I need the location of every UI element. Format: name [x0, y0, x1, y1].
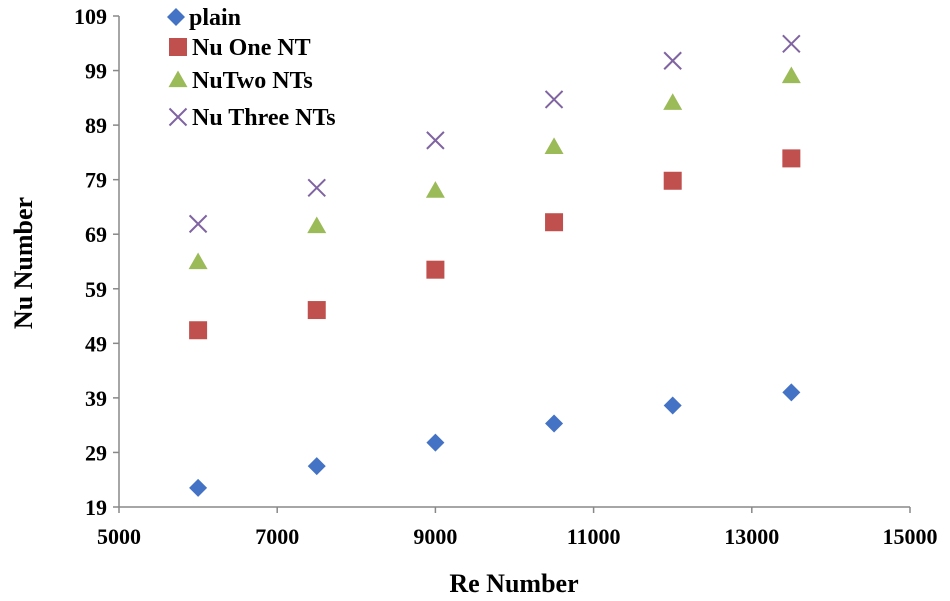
- y-tick-label: 39: [85, 386, 107, 411]
- legend-marker-square: [169, 38, 187, 56]
- y-tick-label: 49: [85, 331, 107, 356]
- data-point-square: [663, 171, 682, 190]
- legend-marker-x: [168, 107, 188, 127]
- legend: plain Nu One NT NuTwo NTs Nu Three NTs: [167, 5, 336, 131]
- data-point-x: [544, 90, 564, 109]
- data-point-triangle: [188, 252, 208, 270]
- data-point-square: [782, 149, 801, 168]
- data-point-x: [782, 34, 801, 54]
- x-tick-label: 11000: [567, 524, 621, 549]
- x-tick-label: 15000: [883, 524, 938, 549]
- data-point-diamond: [189, 478, 208, 497]
- legend-label: NuTwo NTs: [192, 68, 313, 94]
- legend-label: Nu One NT: [192, 35, 311, 61]
- y-tick-label: 109: [74, 4, 107, 29]
- data-point-square: [307, 301, 326, 320]
- data-point-diamond: [782, 383, 801, 402]
- data-point-x: [426, 131, 445, 150]
- y-tick-label: 19: [85, 495, 107, 520]
- x-tick-label: 13000: [724, 524, 779, 549]
- data-point-triangle: [425, 181, 445, 198]
- data-points: [188, 34, 801, 497]
- data-point-x: [188, 214, 208, 234]
- y-tick-labels: 19 29 39 49 59 69 79 89 99 109: [74, 4, 107, 520]
- data-point-diamond: [663, 396, 682, 415]
- legend-marker-diamond: [167, 8, 185, 26]
- y-axis-label: Nu Number: [9, 197, 38, 329]
- y-tick-label: 29: [85, 440, 107, 465]
- data-point-diamond: [426, 433, 445, 452]
- data-point-triangle: [663, 93, 683, 110]
- legend-label: Nu Three NTs: [192, 105, 336, 131]
- data-point-diamond: [307, 457, 326, 476]
- x-tick-label: 7000: [255, 524, 299, 549]
- axes: [113, 15, 911, 513]
- y-tick-label: 69: [85, 222, 107, 247]
- data-point-diamond: [545, 414, 564, 433]
- data-point-square: [426, 260, 445, 279]
- data-point-triangle: [781, 66, 801, 84]
- data-point-triangle: [307, 216, 327, 234]
- y-tick-label: 79: [85, 168, 107, 193]
- data-point-x: [307, 178, 326, 198]
- data-point-triangle: [544, 137, 564, 155]
- y-tick-label: 59: [85, 277, 107, 302]
- x-tick-label: 5000: [97, 524, 141, 549]
- x-tick-label: 9000: [413, 524, 457, 549]
- y-tick-label: 99: [85, 59, 107, 84]
- data-point-square: [189, 321, 208, 340]
- x-axis-label: Re Number: [449, 569, 578, 598]
- legend-label: plain: [189, 5, 241, 31]
- data-point-x: [663, 51, 682, 70]
- x-tick-labels: 5000 7000 9000 11000 13000 15000: [97, 524, 938, 549]
- y-tick-label: 89: [85, 113, 107, 138]
- legend-marker-triangle: [168, 70, 188, 88]
- data-point-square: [545, 213, 564, 232]
